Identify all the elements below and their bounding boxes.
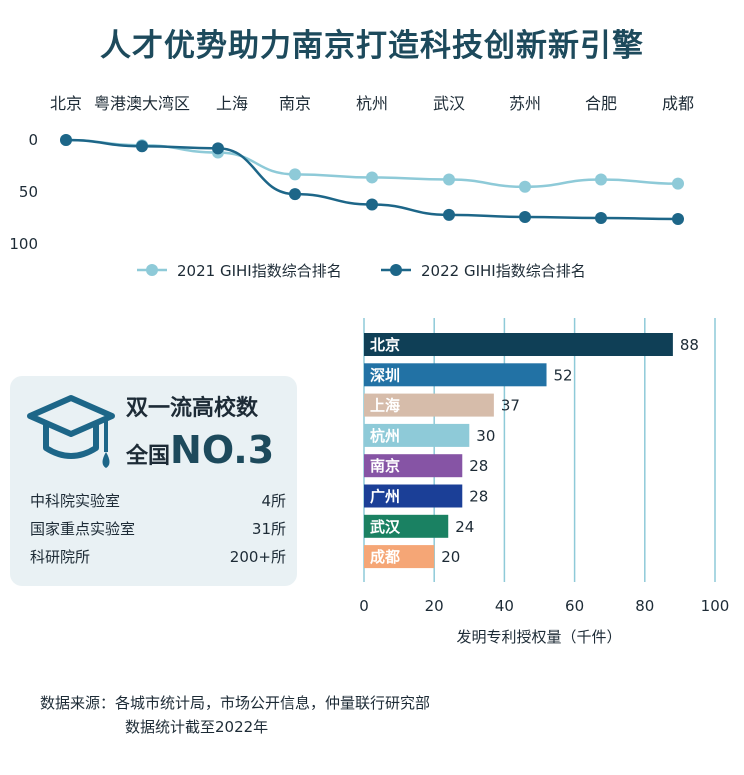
bar-value-label: 52: [554, 366, 573, 384]
source-line: 数据统计截至2022年: [125, 718, 269, 736]
series-point: [672, 177, 684, 190]
y-tick-labels: 0 50 100: [9, 131, 38, 253]
series-point: [443, 173, 455, 186]
y-tick-label: 50: [19, 183, 38, 201]
x-tick-label: 80: [635, 597, 654, 615]
bar-category-label: 成都: [370, 548, 400, 566]
bar: [364, 333, 673, 356]
legend-label: 2021 GIHI指数综合排名: [177, 262, 342, 280]
stat-label: 中科院实验室: [30, 492, 121, 510]
city-label: 苏州: [509, 94, 541, 113]
stat-label: 国家重点实验室: [30, 520, 136, 538]
series-line: [65, 138, 679, 221]
bar: [364, 363, 547, 387]
stat-label: 科研院所: [30, 548, 91, 566]
x-tick-label: 40: [495, 597, 514, 615]
bar-value-label: 88: [680, 336, 699, 354]
bar-category-label: 上海: [370, 397, 400, 415]
city-label: 成都: [662, 94, 694, 113]
ranking-line-chart: 北京 粤港澳大湾区 上海 南京 杭州 武汉 苏州 合肥 成都 0 50 100 2021 GIHI指…: [9, 94, 694, 280]
graduation-cap-icon: [27, 395, 115, 468]
city-label: 武汉: [433, 94, 465, 113]
line-series: [60, 134, 684, 226]
bar-value-label: 24: [455, 518, 474, 536]
bar-value-label: 30: [476, 427, 495, 445]
series-point: [366, 198, 378, 211]
city-labels: 北京 粤港澳大湾区 上海 南京 杭州 武汉 苏州 合肥 成都: [50, 94, 694, 113]
city-label: 合肥: [585, 94, 617, 113]
series-point: [672, 213, 684, 226]
bar-category-label: 北京: [370, 336, 400, 354]
bar-category-label: 南京: [370, 457, 400, 475]
city-label: 粤港澳大湾区: [94, 94, 190, 113]
series-point: [60, 134, 72, 146]
x-tick-label: 0: [359, 597, 369, 615]
series-point: [595, 212, 607, 224]
legend-label: 2022 GIHI指数综合排名: [421, 262, 586, 280]
bar: [364, 454, 463, 478]
stat-value: 4所: [261, 492, 286, 510]
stat-value: 31所: [251, 520, 286, 538]
source-line: 数据来源：各城市统计局，市场公开信息，仲量联行研究部: [40, 694, 431, 712]
bar-value-label: 28: [469, 457, 488, 475]
series-point: [212, 142, 224, 155]
data-source: 数据来源：各城市统计局，市场公开信息，仲量联行研究部 数据统计截至2022年: [40, 691, 430, 739]
series-point: [519, 180, 531, 193]
bar-value-label: 20: [441, 548, 460, 566]
bar-x-axis-label: 发明专利授权量（千件）: [456, 628, 621, 646]
city-label: 杭州: [356, 94, 388, 113]
series-point: [289, 188, 301, 201]
bar: [364, 514, 449, 538]
bar-value-label: 28: [469, 488, 488, 506]
x-tick-label: 60: [565, 597, 584, 615]
series-point: [443, 208, 455, 221]
card-title: 双一流高校数: [126, 396, 259, 421]
card-sub-value: NO.3: [170, 428, 275, 472]
bar-category-label: 武汉: [370, 518, 401, 536]
city-label: 南京: [279, 94, 311, 113]
city-label: 上海: [216, 94, 248, 113]
bar-value-label: 37: [501, 397, 520, 415]
bar: [364, 484, 463, 508]
series-point: [519, 210, 531, 223]
x-tick-label: 20: [425, 597, 444, 615]
series-point: [136, 140, 148, 153]
series-point: [289, 168, 301, 181]
university-card: 双一流高校数 全国NO.3 中科院实验室 4所 国家重点实验室 31所 科研院所…: [10, 376, 297, 586]
y-tick-label: 0: [28, 131, 38, 149]
series-point: [366, 171, 378, 184]
card-subtitle: 全国NO.3: [126, 428, 274, 472]
legend-marker: [146, 264, 158, 276]
x-tick-labels: 0 20 40 60 80 100: [359, 597, 729, 615]
bar-category-label: 深圳: [370, 366, 400, 384]
stat-value: 200+所: [229, 548, 286, 566]
line-legend: 2021 GIHI指数综合排名 2022 GIHI指数综合排名: [137, 262, 586, 280]
page-title: 人才优势助力南京打造科技创新新引擎: [100, 28, 644, 64]
legend-marker: [390, 264, 402, 276]
card-sub-prefix: 全国: [126, 444, 171, 469]
x-tick-label: 100: [701, 597, 730, 615]
bar-category-label: 广州: [370, 488, 400, 506]
city-label: 北京: [50, 94, 82, 113]
bar-grid: [363, 318, 716, 582]
bar: [364, 423, 470, 447]
series-point: [595, 173, 607, 186]
bar: [364, 393, 494, 417]
bars: 北京 88 深圳 52 上海 37 杭州 30 南京 28 广州 28 武汉 24 成都 20: [364, 333, 699, 569]
bar-category-label: 杭州: [370, 427, 400, 445]
y-tick-label: 100: [9, 235, 38, 253]
bar: [364, 545, 435, 569]
